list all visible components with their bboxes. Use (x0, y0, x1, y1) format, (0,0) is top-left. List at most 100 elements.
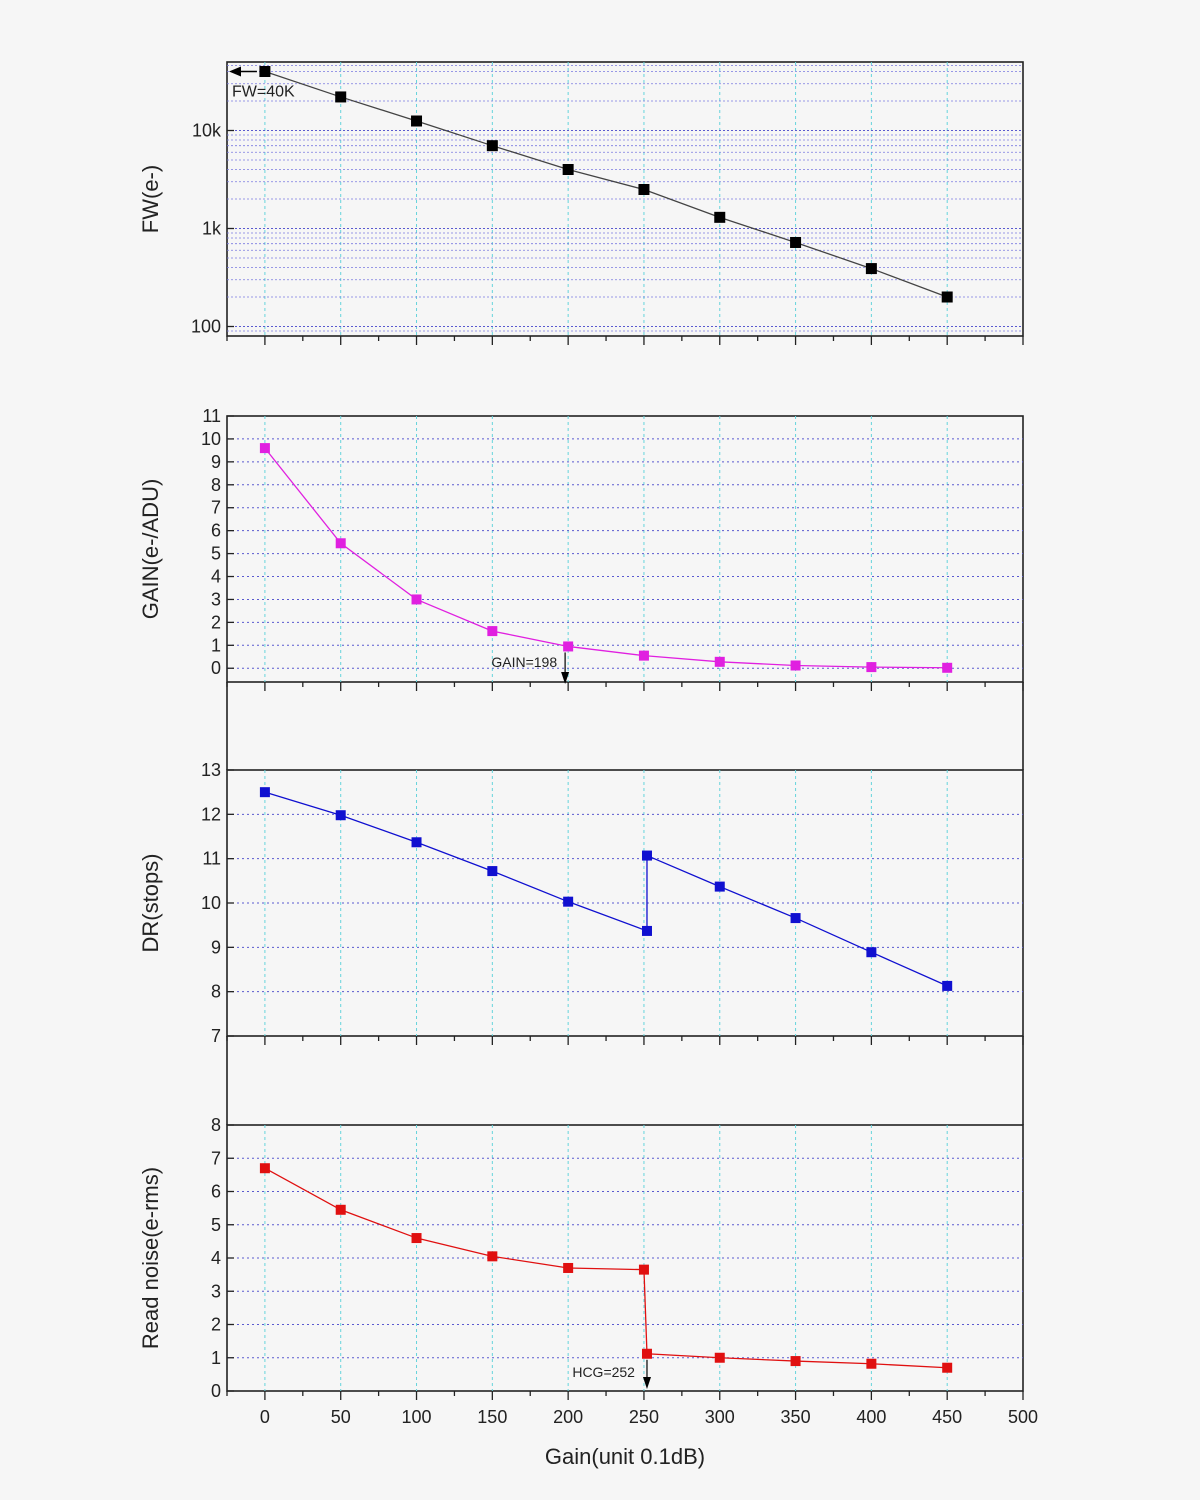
x-axis-title: Gain(unit 0.1dB) (545, 1444, 705, 1469)
y-tick-label: 0 (211, 658, 221, 678)
y-tick-label: 10k (192, 121, 222, 141)
x-tick-label: 50 (331, 1407, 351, 1427)
x-tick-label: 500 (1008, 1407, 1038, 1427)
fw-annotation-arrowhead (229, 66, 241, 77)
y-tick-label: 4 (211, 567, 221, 587)
fw-series-line (264, 70, 948, 298)
dr-data-point (411, 837, 422, 848)
y-tick-label: 3 (211, 589, 221, 609)
dr-data-point (563, 896, 574, 907)
fw-data-point (259, 65, 271, 77)
x-tick-label: 350 (781, 1407, 811, 1427)
y-tick-label: 3 (211, 1281, 221, 1301)
rn-data-point (335, 1204, 346, 1215)
gain-annotation-arrowhead (561, 672, 570, 684)
gain-data-point (487, 626, 498, 637)
rn-data-point (866, 1358, 877, 1369)
rn-series-line (264, 1167, 948, 1369)
y-tick-label: 1 (211, 635, 221, 655)
x-tick-label: 0 (260, 1407, 270, 1427)
y-tick-label: 5 (211, 544, 221, 564)
dr-data-point (866, 947, 877, 958)
y-tick-label: 0 (211, 1381, 221, 1401)
dr-data-point (641, 925, 652, 936)
y-tick-label: 1 (211, 1348, 221, 1368)
gain-data-point (563, 641, 574, 652)
y-tick-label: 4 (211, 1248, 221, 1268)
y-tick-label: 8 (211, 1115, 221, 1135)
y-tick-label: 9 (211, 452, 221, 472)
y-tick-label: 10 (201, 893, 221, 913)
gain-series-line (264, 447, 948, 669)
fw-data-point (790, 236, 802, 248)
y-axis-title: Read noise(e-rms) (138, 1167, 163, 1349)
x-tick-label: 100 (402, 1407, 432, 1427)
y-tick-label: 6 (211, 521, 221, 541)
rn-data-point (638, 1264, 649, 1275)
y-tick-label: 7 (211, 1148, 221, 1168)
y-axis-title: GAIN(e-/ADU) (138, 479, 163, 620)
dr-data-point (942, 980, 953, 991)
rn-data-point (259, 1163, 270, 1174)
fw-data-point (486, 140, 498, 152)
y-axis-title: DR(stops) (138, 853, 163, 952)
y-tick-label: 6 (211, 1182, 221, 1202)
fw-data-point (411, 115, 423, 127)
y-tick-label: 11 (202, 406, 221, 426)
dr-data-point (641, 850, 652, 861)
y-tick-label: 7 (211, 498, 221, 518)
rn-data-point (411, 1233, 422, 1244)
dr-data-point (790, 913, 801, 924)
gain-annotation-label: GAIN=198 (491, 654, 557, 670)
y-tick-label: 10 (201, 429, 221, 449)
y-tick-label: 11 (202, 849, 221, 869)
x-tick-label: 450 (932, 1407, 962, 1427)
y-tick-label: 2 (211, 612, 221, 632)
y-tick-label: 9 (211, 937, 221, 957)
fw-data-point (335, 91, 347, 103)
y-tick-label: 12 (201, 804, 221, 824)
dr-series-line (264, 791, 948, 987)
x-tick-label: 300 (705, 1407, 735, 1427)
y-tick-label: 1k (202, 219, 222, 239)
dr-data-point (335, 810, 346, 821)
fw-data-point (941, 291, 953, 303)
y-tick-label: 8 (211, 982, 221, 1002)
x-tick-label: 250 (629, 1407, 659, 1427)
y-tick-label: 5 (211, 1215, 221, 1235)
rn-data-point (942, 1362, 953, 1373)
x-tick-label: 400 (856, 1407, 886, 1427)
fw-annotation-label: FW=40K (232, 83, 295, 100)
dr-data-point (714, 881, 725, 892)
rn-data-point (790, 1356, 801, 1367)
y-tick-label: 8 (211, 475, 221, 495)
gain-data-point (714, 656, 725, 667)
rn-data-point (487, 1251, 498, 1262)
gain-data-point (790, 660, 801, 671)
rn-data-point (563, 1262, 574, 1273)
fw-data-point (865, 263, 877, 275)
gain-data-point (638, 650, 649, 661)
rn-annotation-arrowhead (642, 1377, 651, 1389)
gain-data-point (866, 662, 877, 673)
y-tick-label: 100 (191, 317, 221, 337)
fw-data-point (714, 211, 726, 223)
gain-data-point (411, 594, 422, 605)
fw-data-point (638, 184, 650, 196)
y-tick-label: 7 (211, 1026, 221, 1046)
fw-data-point (562, 163, 574, 175)
rn-data-point (714, 1352, 725, 1363)
x-tick-label: 150 (477, 1407, 507, 1427)
y-tick-label: 2 (211, 1315, 221, 1335)
gain-data-point (335, 538, 346, 549)
x-tick-label: 200 (553, 1407, 583, 1427)
y-tick-label: 13 (201, 760, 221, 780)
y-axis-title: FW(e-) (138, 165, 163, 233)
dr-data-point (259, 787, 270, 798)
gain-data-point (259, 443, 270, 454)
rn-annotation-label: HCG=252 (572, 1364, 635, 1380)
rn-data-point (641, 1348, 652, 1359)
gain-data-point (942, 662, 953, 673)
